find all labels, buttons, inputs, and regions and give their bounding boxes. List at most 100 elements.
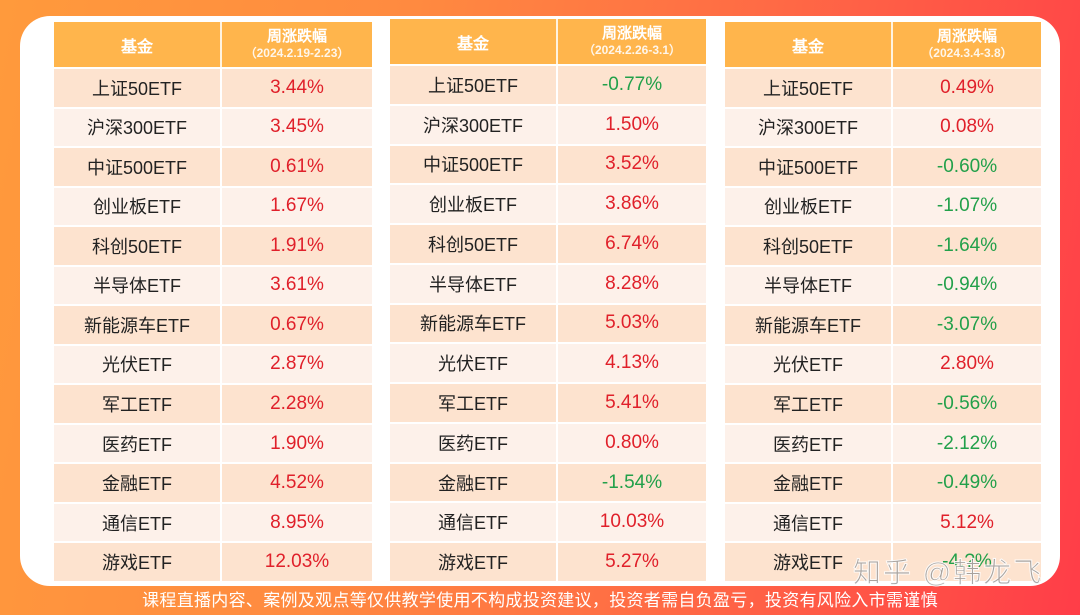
- fund-name: 新能源车ETF: [725, 306, 893, 344]
- weekly-change-value: 0.67%: [270, 313, 324, 335]
- table-row: 新能源车ETF 5.03%: [390, 304, 706, 345]
- table-row: 通信ETF 10.03%: [390, 503, 706, 544]
- weekly-change-value: 5.12%: [940, 511, 994, 533]
- weekly-change-value: 3.45%: [270, 116, 324, 138]
- weekly-change-value: -0.60%: [936, 155, 998, 177]
- weekly-change-table-2: 基金 周涨跌幅 （2024.2.26-3.1） 上证50ETF -0.77% 沪深3…: [390, 19, 706, 583]
- table-row: 半导体ETF 3.61%: [54, 266, 372, 307]
- weekly-change-value: 5.41%: [605, 392, 659, 413]
- table-row: 医药ETF -2.12%: [725, 424, 1041, 465]
- weekly-change-value: -0.56%: [936, 393, 998, 415]
- weekly-change-value: 0.80%: [605, 431, 659, 453]
- fund-name: 中证500ETF: [390, 145, 558, 184]
- table-row: 中证500ETF 3.52%: [390, 145, 706, 186]
- fund-name: 新能源车ETF: [54, 306, 222, 344]
- table-row: 沪深300ETF 0.08%: [725, 108, 1041, 149]
- weekly-change-value: 2.80%: [940, 353, 994, 375]
- fund-name: 上证50ETF: [390, 66, 558, 104]
- weekly-change-value: 3.86%: [605, 193, 659, 215]
- fund-name: 光伏ETF: [390, 344, 558, 383]
- weekly-change-value: 10.03%: [599, 511, 665, 533]
- table-row: 创业板ETF 1.67%: [54, 187, 372, 228]
- weekly-change-value: 3.52%: [605, 153, 659, 175]
- weekly-change-value: 3.61%: [270, 274, 324, 296]
- table-row: 光伏ETF 2.87%: [54, 345, 372, 386]
- table-row: 半导体ETF 8.28%: [390, 264, 706, 305]
- fund-name: 半导体ETF: [725, 266, 893, 305]
- table-body: 上证50ETF 3.44% 沪深300ETF 3.45% 中证500ETF 0.61% 创业…: [54, 69, 372, 583]
- weekly-change-value: 5.03%: [605, 312, 659, 334]
- table-body: 上证50ETF 0.49% 沪深300ETF 0.08% 中证500ETF -0.60% 创…: [725, 69, 1041, 583]
- table-row: 创业板ETF 3.86%: [390, 185, 706, 226]
- watermark: 知乎 @韩龙飞: [852, 557, 1044, 589]
- table-header: 基金 周涨跌幅 （2024.3.4-3.8）: [725, 22, 1041, 67]
- fund-name: 创业板ETF: [725, 187, 893, 226]
- fund-name: 半导体ETF: [390, 264, 558, 303]
- weekly-change-value: -1.54%: [601, 471, 663, 493]
- fund-name: 金融ETF: [390, 463, 558, 502]
- table-row: 医药ETF 1.90%: [54, 424, 372, 465]
- weekly-change-value: 0.49%: [940, 76, 994, 98]
- table-row: 新能源车ETF -3.07%: [725, 306, 1041, 346]
- weekly-change-value: -0.94%: [936, 274, 998, 296]
- weekly-change-value: 1.90%: [270, 432, 324, 454]
- header-change: 周涨跌幅 （2024.3.4-3.8）: [893, 22, 1041, 67]
- weekly-change-value: 5.27%: [605, 551, 659, 573]
- table-row: 中证500ETF 0.61%: [54, 148, 372, 188]
- header-change-title: 周涨跌幅: [601, 25, 662, 42]
- weekly-change-value: 0.08%: [940, 116, 994, 138]
- table-row: 游戏ETF 5.27%: [390, 543, 706, 583]
- weekly-change-table-3: 基金 周涨跌幅 （2024.3.4-3.8） 上证50ETF 0.49% 沪深300…: [725, 22, 1041, 583]
- table-row: 军工ETF 2.28%: [54, 385, 372, 425]
- fund-name: 医药ETF: [390, 423, 558, 462]
- weekly-change-value: 2.28%: [270, 393, 324, 415]
- fund-name: 中证500ETF: [725, 148, 893, 186]
- fund-name: 军工ETF: [390, 384, 558, 422]
- fund-name: 军工ETF: [725, 385, 893, 423]
- weekly-change-value: 3.44%: [270, 76, 324, 98]
- weekly-change-value: 8.95%: [270, 511, 324, 533]
- fund-name: 光伏ETF: [54, 345, 222, 384]
- fund-name: 科创50ETF: [390, 225, 558, 263]
- header-fund: 基金: [725, 22, 893, 67]
- table-row: 上证50ETF -0.77%: [390, 66, 706, 106]
- weekly-change-value: -3.07%: [936, 313, 998, 335]
- header-change-title: 周涨跌幅: [936, 28, 997, 45]
- fund-name: 金融ETF: [725, 464, 893, 502]
- table-row: 游戏ETF 12.03%: [54, 543, 372, 583]
- header-period: （2024.2.19-2.23）: [244, 46, 350, 60]
- fund-name: 沪深300ETF: [390, 105, 558, 144]
- fund-name: 沪深300ETF: [725, 108, 893, 147]
- weekly-change-value: 4.13%: [605, 352, 659, 374]
- weekly-change-value: 12.03%: [264, 551, 330, 573]
- fund-name: 医药ETF: [725, 424, 893, 463]
- table-row: 新能源车ETF 0.67%: [54, 306, 372, 346]
- table-row: 沪深300ETF 1.50%: [390, 105, 706, 146]
- table-row: 游戏ETF -4.?%: [725, 543, 1041, 583]
- table-row: 沪深300ETF 3.45%: [54, 108, 372, 149]
- fund-name: 通信ETF: [54, 503, 222, 542]
- weekly-change-value: 2.87%: [270, 353, 324, 375]
- table-row: 科创50ETF -1.64%: [725, 227, 1041, 267]
- weekly-change-value: -0.49%: [936, 472, 998, 494]
- header-change: 周涨跌幅 （2024.2.19-2.23）: [222, 22, 372, 67]
- fund-name: 创业板ETF: [54, 187, 222, 226]
- weekly-change-value: -0.77%: [601, 73, 663, 95]
- fund-name: 上证50ETF: [725, 69, 893, 107]
- table-row: 金融ETF -1.54%: [390, 463, 706, 504]
- fund-name: 创业板ETF: [390, 185, 558, 224]
- table-row: 金融ETF -0.49%: [725, 464, 1041, 504]
- header-change-title: 周涨跌幅: [266, 28, 327, 45]
- table-header: 基金 周涨跌幅 （2024.2.26-3.1）: [390, 19, 706, 64]
- fund-name: 科创50ETF: [54, 227, 222, 265]
- table-row: 通信ETF 8.95%: [54, 503, 372, 544]
- table-row: 军工ETF 5.41%: [390, 384, 706, 424]
- table-row: 创业板ETF -1.07%: [725, 187, 1041, 228]
- table-row: 上证50ETF 3.44%: [54, 69, 372, 109]
- fund-name: 新能源车ETF: [390, 304, 558, 343]
- table-row: 光伏ETF 4.13%: [390, 344, 706, 385]
- header-change: 周涨跌幅 （2024.2.26-3.1）: [558, 19, 706, 64]
- table-row: 金融ETF 4.52%: [54, 464, 372, 504]
- header-period: （2024.3.4-3.8）: [921, 46, 1013, 60]
- table-row: 军工ETF -0.56%: [725, 385, 1041, 425]
